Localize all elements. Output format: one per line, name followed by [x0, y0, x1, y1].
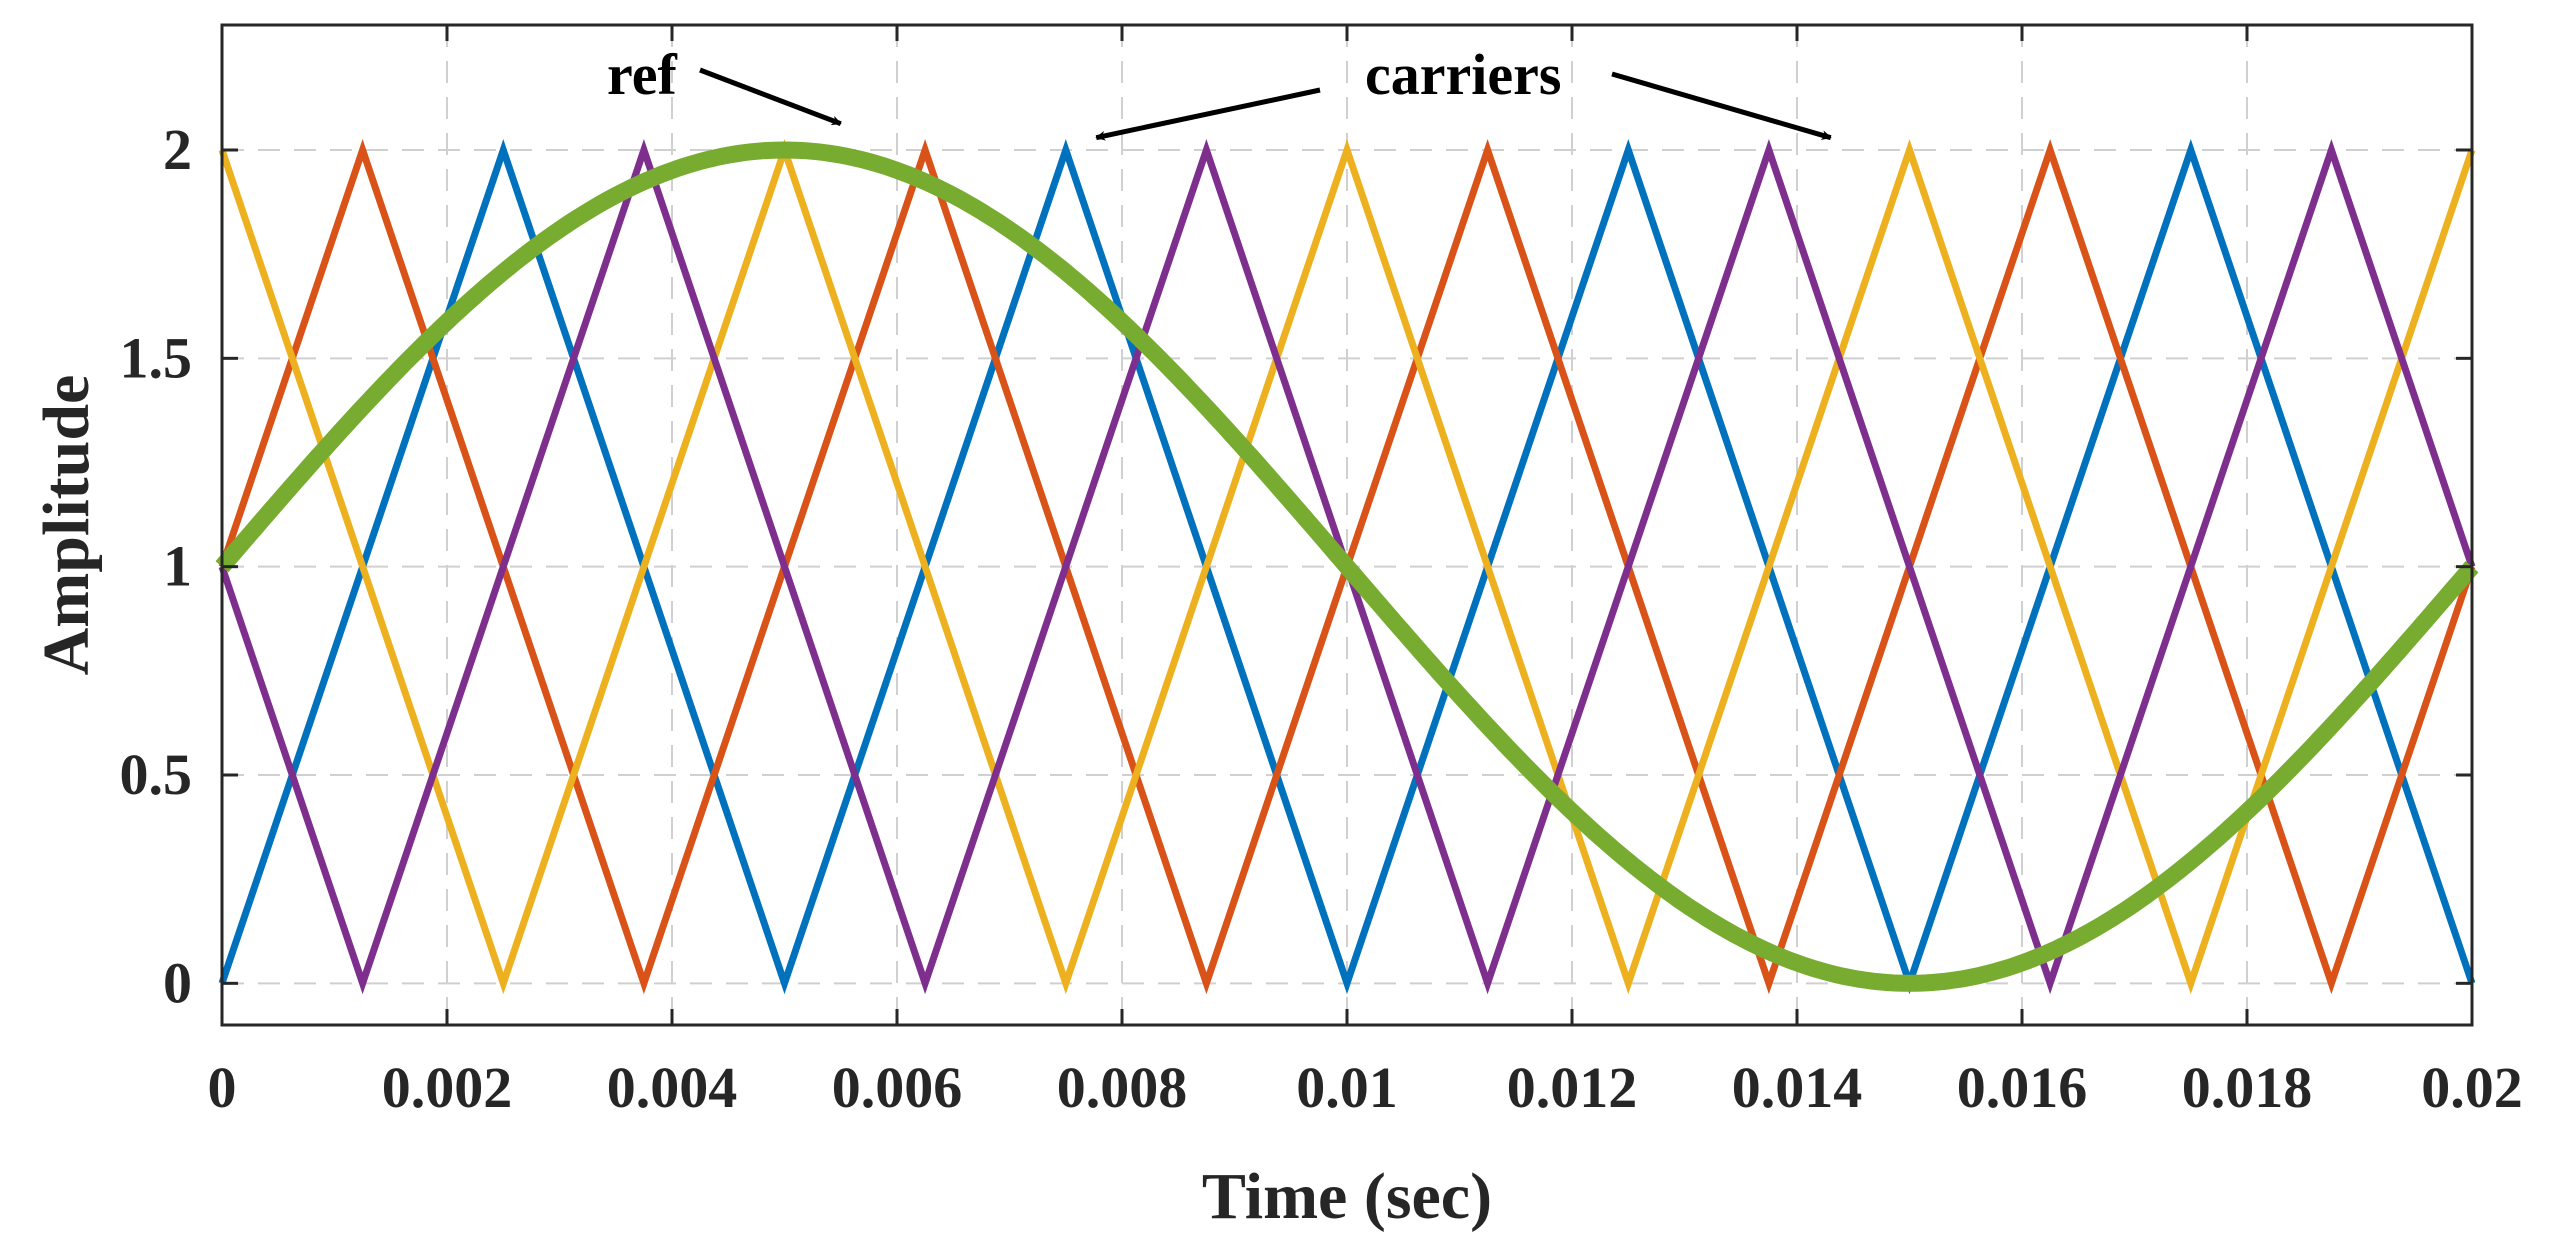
x-tick-label: 0.008	[1057, 1055, 1188, 1120]
y-tick-label: 2	[163, 117, 192, 182]
annotation-carriers-arrow-2	[1611, 71, 1832, 141]
series-carrier-3	[218, 139, 2476, 995]
y-tick-label: 0.5	[120, 742, 193, 807]
series-layer	[215, 139, 2479, 995]
x-tick-label: 0.016	[1957, 1055, 2088, 1120]
ticks	[220, 25, 2474, 1025]
x-tick-label: 0.002	[382, 1055, 513, 1120]
series-carrier-1	[218, 139, 2476, 995]
x-axis-label: Time (sec)	[1202, 1160, 1492, 1233]
y-tick-label: 0	[163, 950, 192, 1015]
x-tick-label: 0	[208, 1055, 237, 1120]
annotation-carriers-label: carriers	[1365, 42, 1561, 107]
tick-labels: 0 0.002 0.004 0.006 0.008 0.01 0.012 0.014 0.016…	[120, 117, 2523, 1120]
x-tick-label: 0.012	[1507, 1055, 1638, 1120]
annotation-ref-arrow	[699, 67, 842, 127]
x-tick-label: 0.02	[2421, 1055, 2523, 1120]
series-ref	[215, 141, 2479, 992]
annotation-ref-label: ref	[607, 42, 677, 107]
x-tick-label: 0.018	[2182, 1055, 2313, 1120]
x-tick-label: 0.014	[1732, 1055, 1863, 1120]
annotation-carriers-arrow-1	[1095, 87, 1321, 141]
y-tick-label: 1	[163, 534, 192, 599]
x-tick-label: 0.006	[832, 1055, 963, 1120]
annotations: ref carriers	[607, 42, 1832, 141]
y-tick-label: 1.5	[120, 325, 193, 390]
x-tick-label: 0.004	[607, 1055, 738, 1120]
y-axis-label: Amplitude	[30, 375, 103, 676]
x-tick-label: 0.01	[1296, 1055, 1398, 1120]
